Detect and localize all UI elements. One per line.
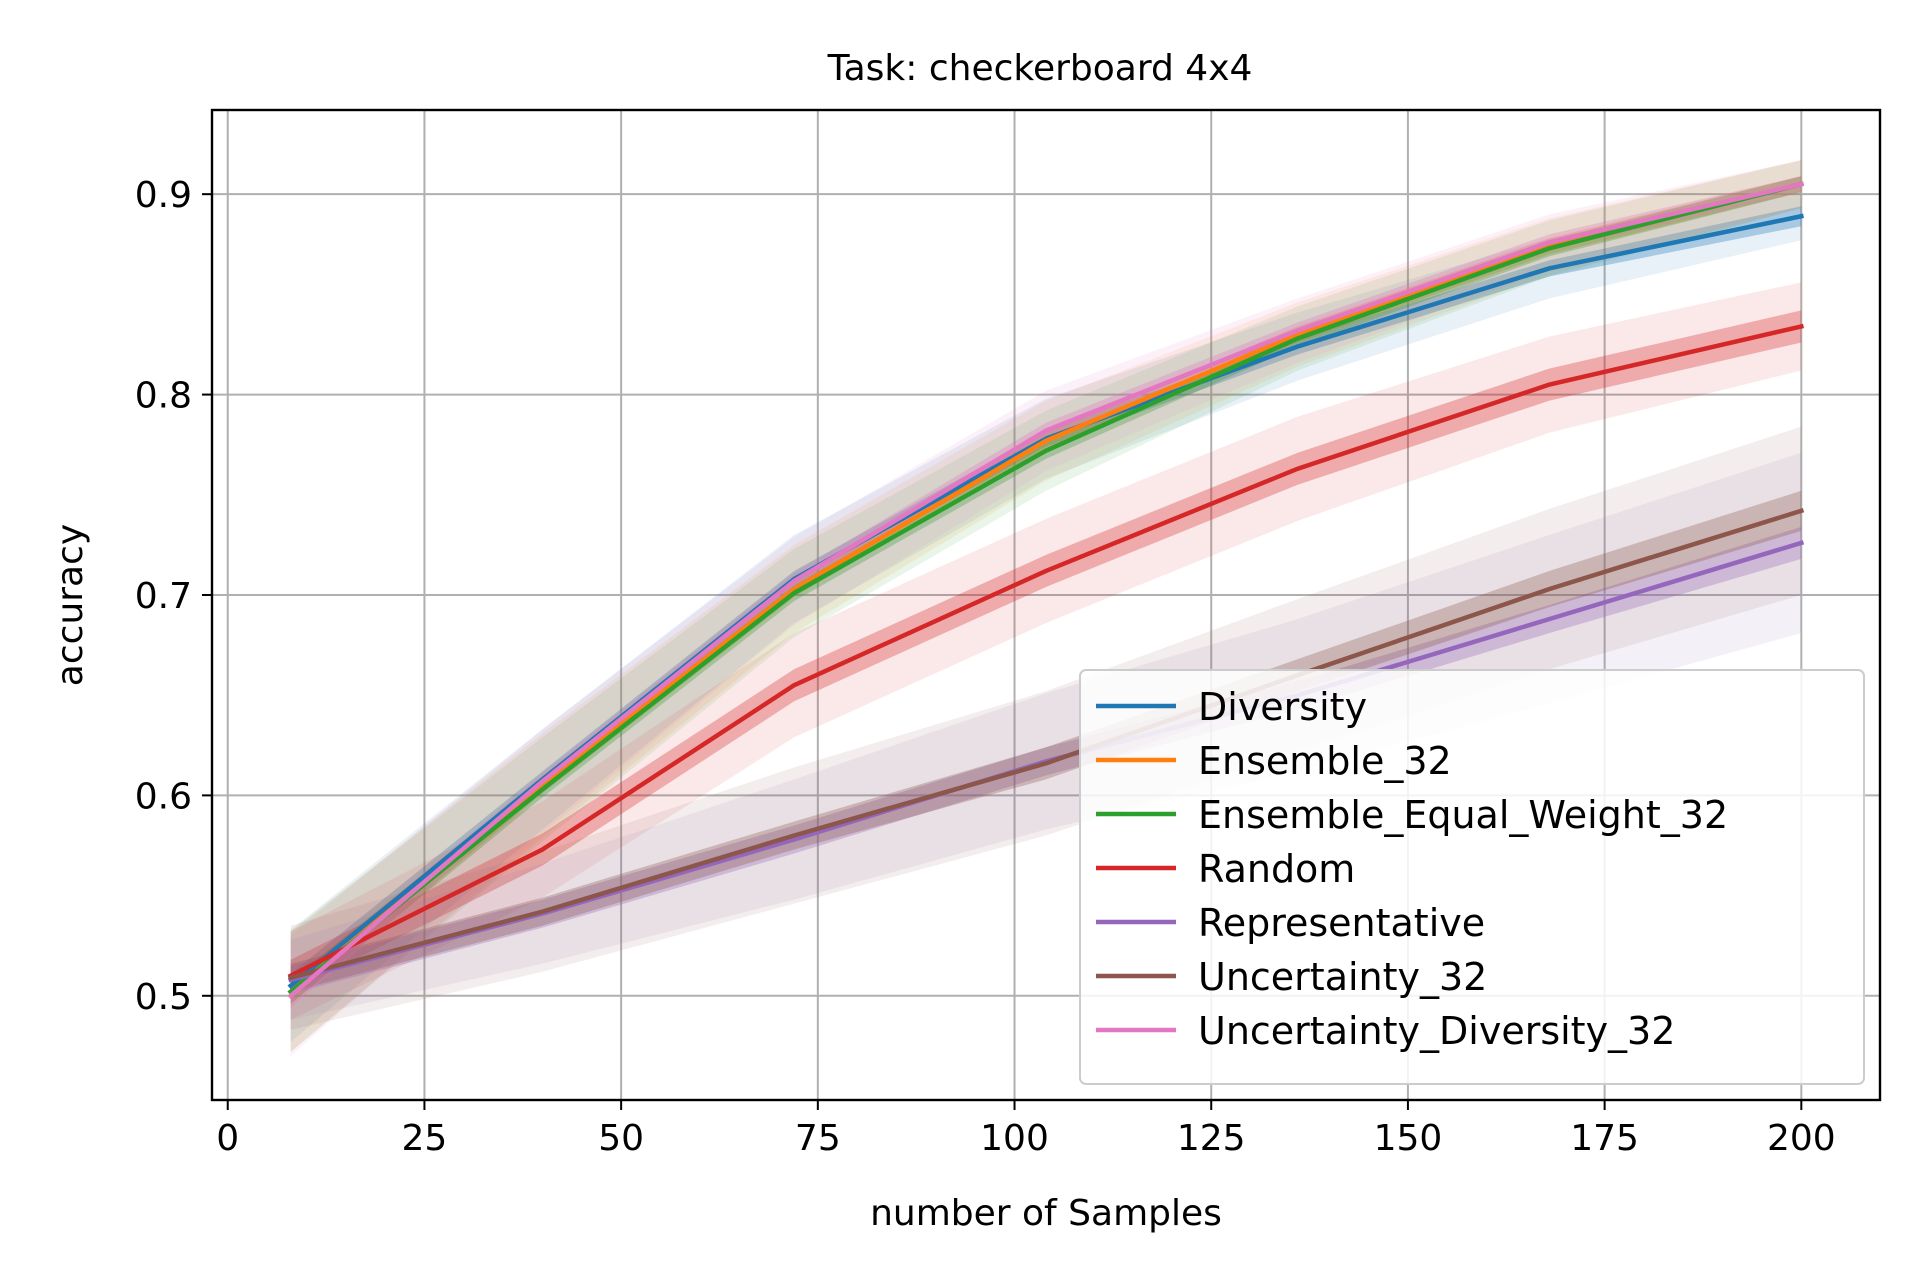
legend: Diversity Ensemble_32 Ensemble_Equal_Weigh… [1079, 669, 1865, 1085]
legend-label: Diversity [1198, 685, 1367, 729]
legend-label: Uncertainty_32 [1198, 955, 1487, 999]
x-tick-label: 175 [1570, 1118, 1639, 1159]
series-lines [287, 181, 1805, 999]
plot-area [210, 108, 1882, 1102]
series-line [287, 323, 1805, 979]
series-line [287, 181, 1805, 995]
series-line [287, 181, 1805, 999]
legend-label: Random [1198, 847, 1355, 891]
x-tick-label: 100 [980, 1118, 1049, 1159]
plot-frame [210, 108, 1882, 1102]
y-axis: 0.5 0.6 0.7 0.8 0.9 [135, 175, 212, 1018]
y-tick-label: 0.6 [135, 776, 192, 817]
band-outer [290, 426, 1802, 1030]
x-tick-label: 150 [1374, 1118, 1443, 1159]
legend-label: Ensemble_32 [1198, 739, 1452, 783]
y-tick-label: 0.8 [135, 376, 192, 417]
legend-label: Ensemble_Equal_Weight_32 [1198, 793, 1728, 837]
legend-label: Uncertainty_Diversity_32 [1198, 1009, 1675, 1053]
x-axis-label: number of Samples [870, 1193, 1222, 1234]
band-inner [290, 490, 1802, 992]
x-tick-label: 75 [795, 1118, 841, 1159]
band-outer [290, 282, 1802, 1020]
series-line [287, 507, 1805, 981]
legend-box [1079, 669, 1865, 1085]
x-tick-label: 125 [1177, 1118, 1246, 1159]
x-tick-label: 200 [1767, 1118, 1836, 1159]
legend-label: Representative [1198, 901, 1485, 945]
chart-title: Task: checkerboard 4x4 [827, 48, 1253, 89]
y-axis-label: accuracy [50, 524, 91, 686]
x-tick-label: 50 [598, 1118, 644, 1159]
y-tick-label: 0.7 [135, 576, 192, 617]
x-tick-label: 0 [216, 1118, 239, 1159]
y-tick-label: 0.5 [135, 977, 192, 1018]
y-tick-label: 0.9 [135, 175, 192, 216]
x-axis: 0 25 50 75 100 125 150 175 200 [216, 1100, 1836, 1159]
x-tick-label: 25 [402, 1118, 448, 1159]
